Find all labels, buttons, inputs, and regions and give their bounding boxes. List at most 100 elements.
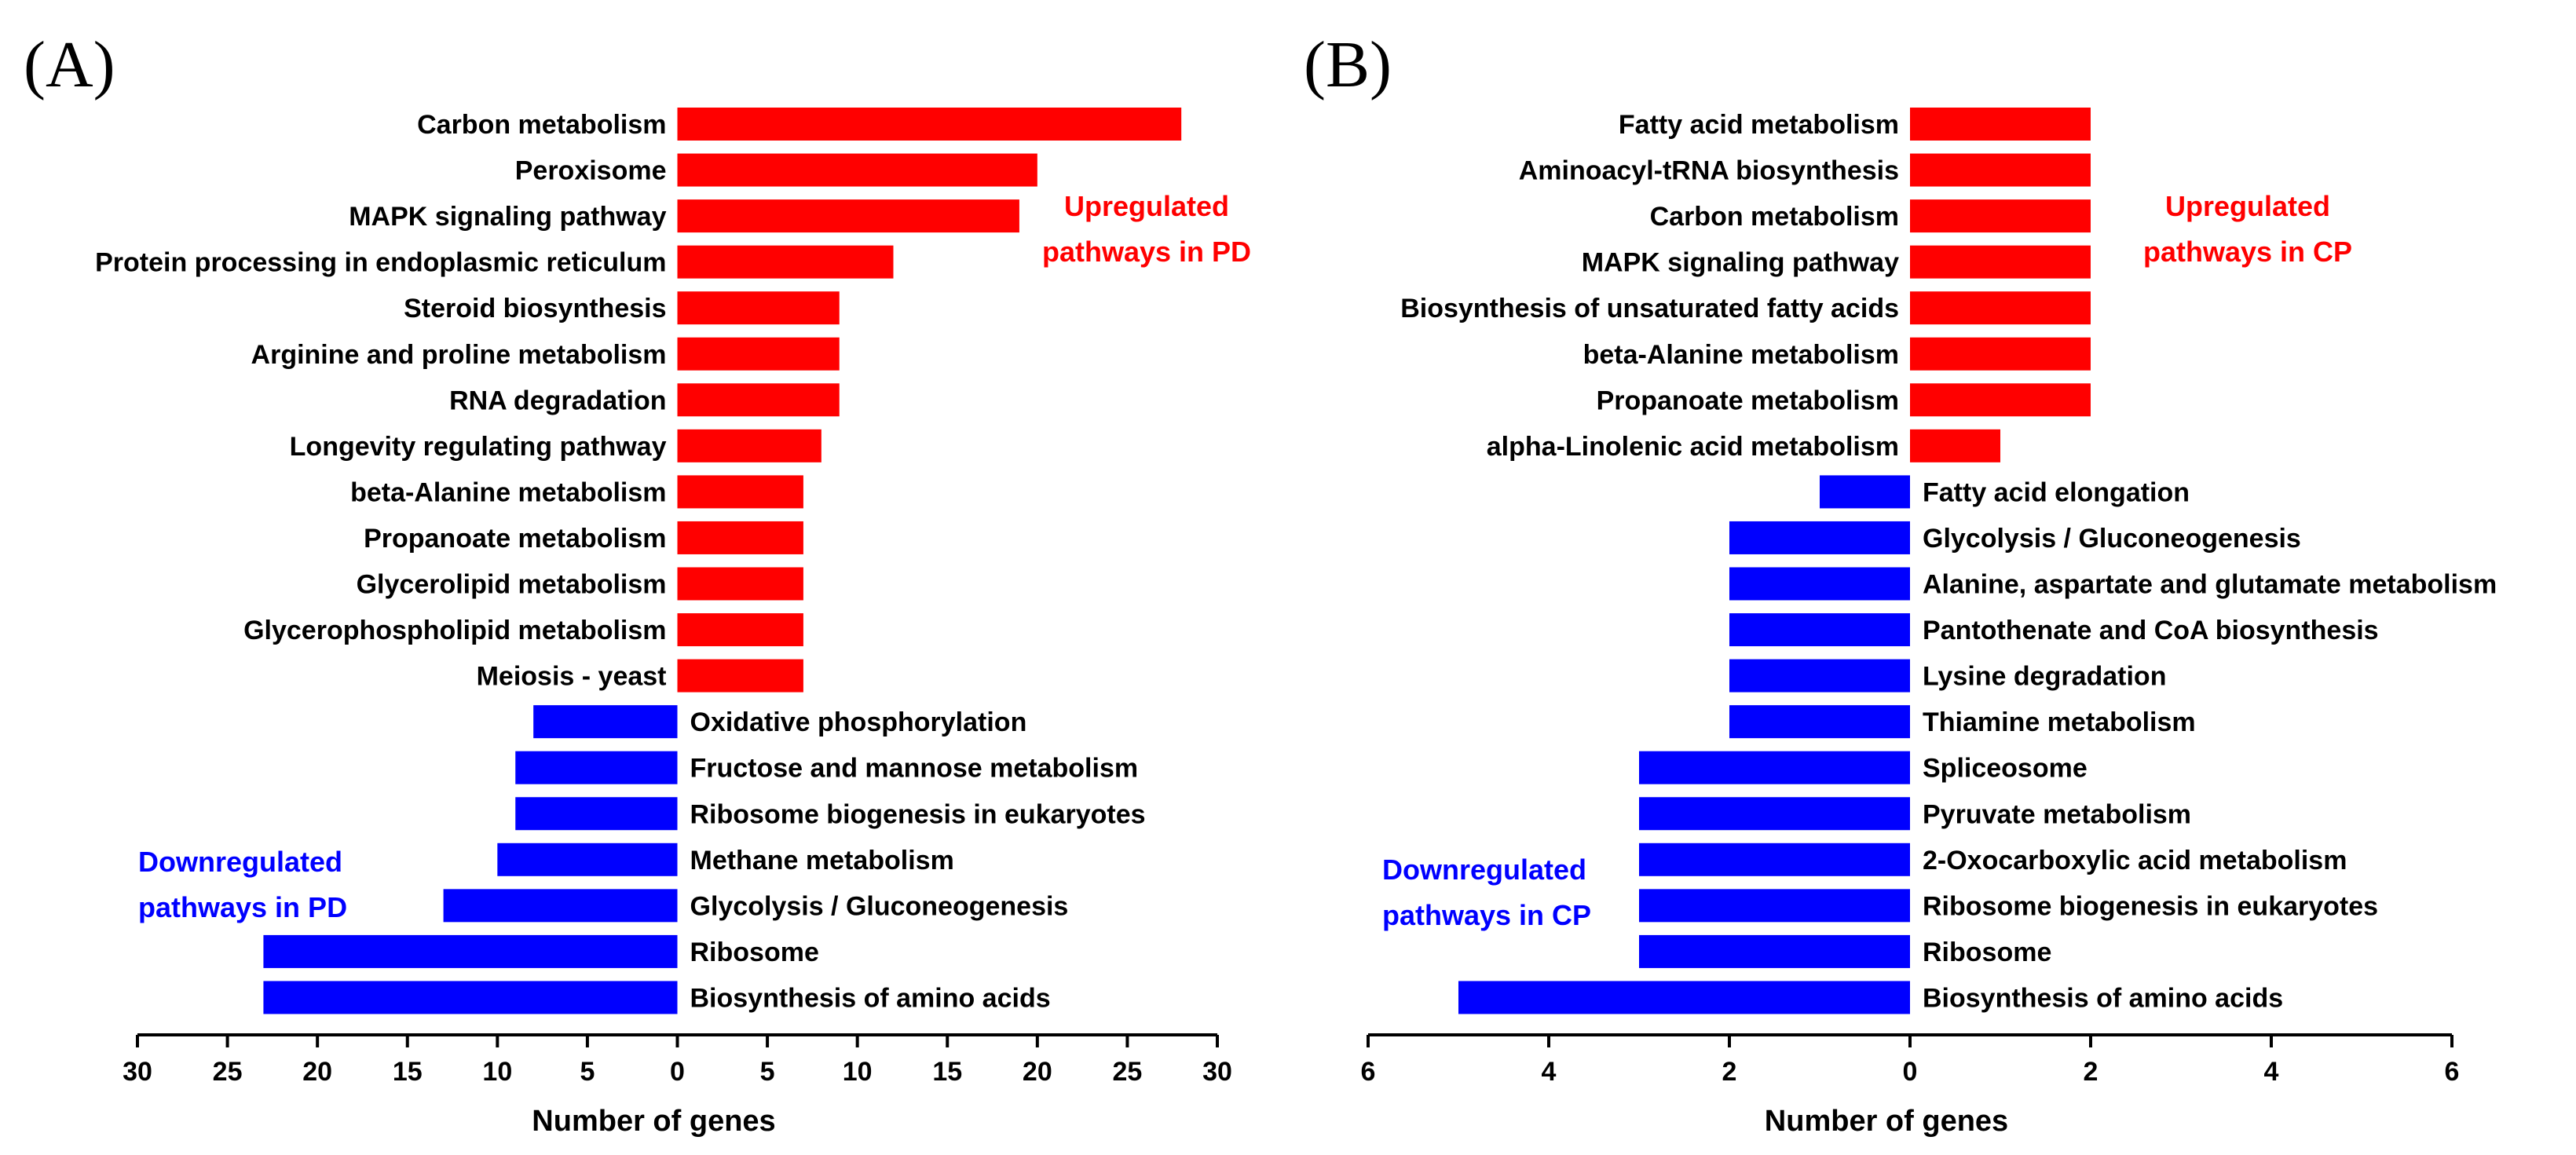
category-label: Ribosome	[690, 938, 819, 967]
bar-up	[677, 429, 821, 462]
bar-up	[677, 337, 840, 371]
bar-up	[677, 153, 1037, 187]
bar-down	[533, 705, 678, 739]
category-label: Glycerolipid metabolism	[357, 570, 667, 600]
category-label: Biosynthesis of amino acids	[690, 983, 1051, 1013]
bar-down	[1639, 842, 1910, 876]
bar-up	[677, 108, 1182, 141]
bar-down	[263, 981, 678, 1014]
panel-b: (B) Fatty acid metabolism Aminoacyl-tRNA b…	[1304, 28, 2497, 1138]
category-label: Alanine, aspartate and glutamate metabol…	[1923, 570, 2497, 600]
upregulated-annotation: Upregulated	[1064, 190, 1229, 222]
x-tick-label: 25	[213, 1057, 243, 1087]
x-tick-label: 4	[1542, 1057, 1557, 1087]
category-label: Ribosome biogenesis in eukaryotes	[690, 799, 1146, 829]
category-label: Glycolysis / Gluconeogenesis	[690, 891, 1069, 921]
x-tick-label: 10	[482, 1057, 512, 1087]
x-tick-label: 30	[1202, 1057, 1232, 1087]
category-label: Protein processing in endoplasmic reticu…	[95, 248, 666, 278]
panel-label: (B)	[1304, 28, 1392, 101]
bar-down	[263, 934, 678, 968]
x-axis-label: Number of genes	[532, 1105, 775, 1138]
bar-up	[1910, 429, 2000, 462]
bar-down	[1639, 934, 1910, 968]
bar-down	[1729, 705, 1910, 739]
x-tick-label: 5	[760, 1057, 775, 1087]
category-label: Propanoate metabolism	[1597, 386, 1899, 415]
bar-down	[515, 751, 678, 784]
downregulated-annotation: Downregulated	[138, 846, 342, 878]
bar-up	[677, 475, 803, 509]
bar-down	[1639, 889, 1910, 923]
bar-down	[1729, 659, 1910, 693]
category-label: Glycerophospholipid metabolism	[243, 616, 666, 645]
category-label: Fructose and mannose metabolism	[690, 754, 1139, 784]
bar-up	[677, 659, 803, 693]
bar-down	[443, 889, 678, 923]
bar-down	[1729, 521, 1910, 554]
category-label: Steroid biosynthesis	[404, 294, 666, 323]
category-label: Ribosome	[1923, 938, 2051, 967]
x-axis-label: Number of genes	[1765, 1105, 2008, 1138]
bar-down	[1820, 475, 1910, 509]
x-tick-label: 25	[1113, 1057, 1143, 1087]
downregulated-annotation: pathways in CP	[1382, 899, 1591, 931]
bar-up	[1910, 199, 2091, 233]
x-tick-label: 2	[2084, 1057, 2098, 1087]
category-label: 2-Oxocarboxylic acid metabolism	[1923, 846, 2347, 875]
category-label: Aminoacyl-tRNA biosynthesis	[1519, 156, 1899, 186]
category-label: Ribosome biogenesis in eukaryotes	[1923, 891, 2378, 921]
x-tick-label: 5	[580, 1057, 595, 1087]
x-tick-label: 6	[2445, 1057, 2460, 1087]
category-label: MAPK signaling pathway	[1582, 248, 1899, 278]
bar-down	[515, 797, 678, 831]
bar-up	[1910, 153, 2091, 187]
category-label: Lysine degradation	[1923, 662, 2166, 692]
bar-up	[677, 383, 840, 417]
x-tick-label: 6	[1361, 1057, 1376, 1087]
bar-up	[1910, 108, 2091, 141]
category-label: Pantothenate and CoA biosynthesis	[1923, 616, 2379, 645]
category-label: Biosynthesis of amino acids	[1923, 983, 2283, 1013]
category-label: Pyruvate metabolism	[1923, 799, 2191, 829]
bar-up	[677, 521, 803, 554]
panel-a: (A) Carbon metabolism Peroxisome MAPK signa…	[24, 28, 1251, 1138]
category-label: Thiamine metabolism	[1923, 707, 2196, 737]
x-tick-label: 15	[393, 1057, 423, 1087]
bar-up	[1910, 291, 2091, 325]
category-label: Peroxisome	[515, 156, 667, 186]
x-tick-label: 30	[123, 1057, 152, 1087]
category-label: Longevity regulating pathway	[290, 432, 667, 462]
x-tick-label: 10	[843, 1057, 873, 1087]
bar-up	[677, 245, 894, 279]
x-tick-label: 0	[1903, 1057, 1918, 1087]
category-label: Carbon metabolism	[1650, 202, 1899, 232]
bar-up	[1910, 383, 2091, 417]
category-label: Meiosis - yeast	[477, 662, 667, 692]
x-tick-label: 2	[1722, 1057, 1737, 1087]
x-tick-label: 20	[1023, 1057, 1052, 1087]
bar-down	[1458, 981, 1910, 1014]
x-tick-label: 0	[670, 1057, 685, 1087]
upregulated-annotation: pathways in CP	[2143, 236, 2352, 268]
category-label: beta-Alanine metabolism	[1583, 340, 1899, 370]
category-label: RNA degradation	[449, 386, 666, 415]
category-label: Biosynthesis of unsaturated fatty acids	[1400, 294, 1899, 323]
category-label: Arginine and proline metabolism	[251, 340, 667, 370]
bar-down	[1639, 751, 1910, 784]
upregulated-annotation: Upregulated	[2165, 190, 2330, 222]
category-label: Propanoate metabolism	[364, 524, 666, 554]
bar-down	[1639, 797, 1910, 831]
bar-down	[1729, 613, 1910, 647]
category-label: Glycolysis / Gluconeogenesis	[1923, 524, 2301, 554]
bar-up	[677, 291, 840, 325]
x-tick-label: 15	[932, 1057, 962, 1087]
category-label: Oxidative phosphorylation	[690, 707, 1027, 737]
category-label: Spliceosome	[1923, 754, 2088, 784]
downregulated-annotation: pathways in PD	[138, 891, 347, 923]
bar-up	[677, 567, 803, 601]
category-label: Fatty acid metabolism	[1619, 110, 1899, 140]
x-tick-label: 20	[302, 1057, 332, 1087]
bar-up	[1910, 245, 2091, 279]
